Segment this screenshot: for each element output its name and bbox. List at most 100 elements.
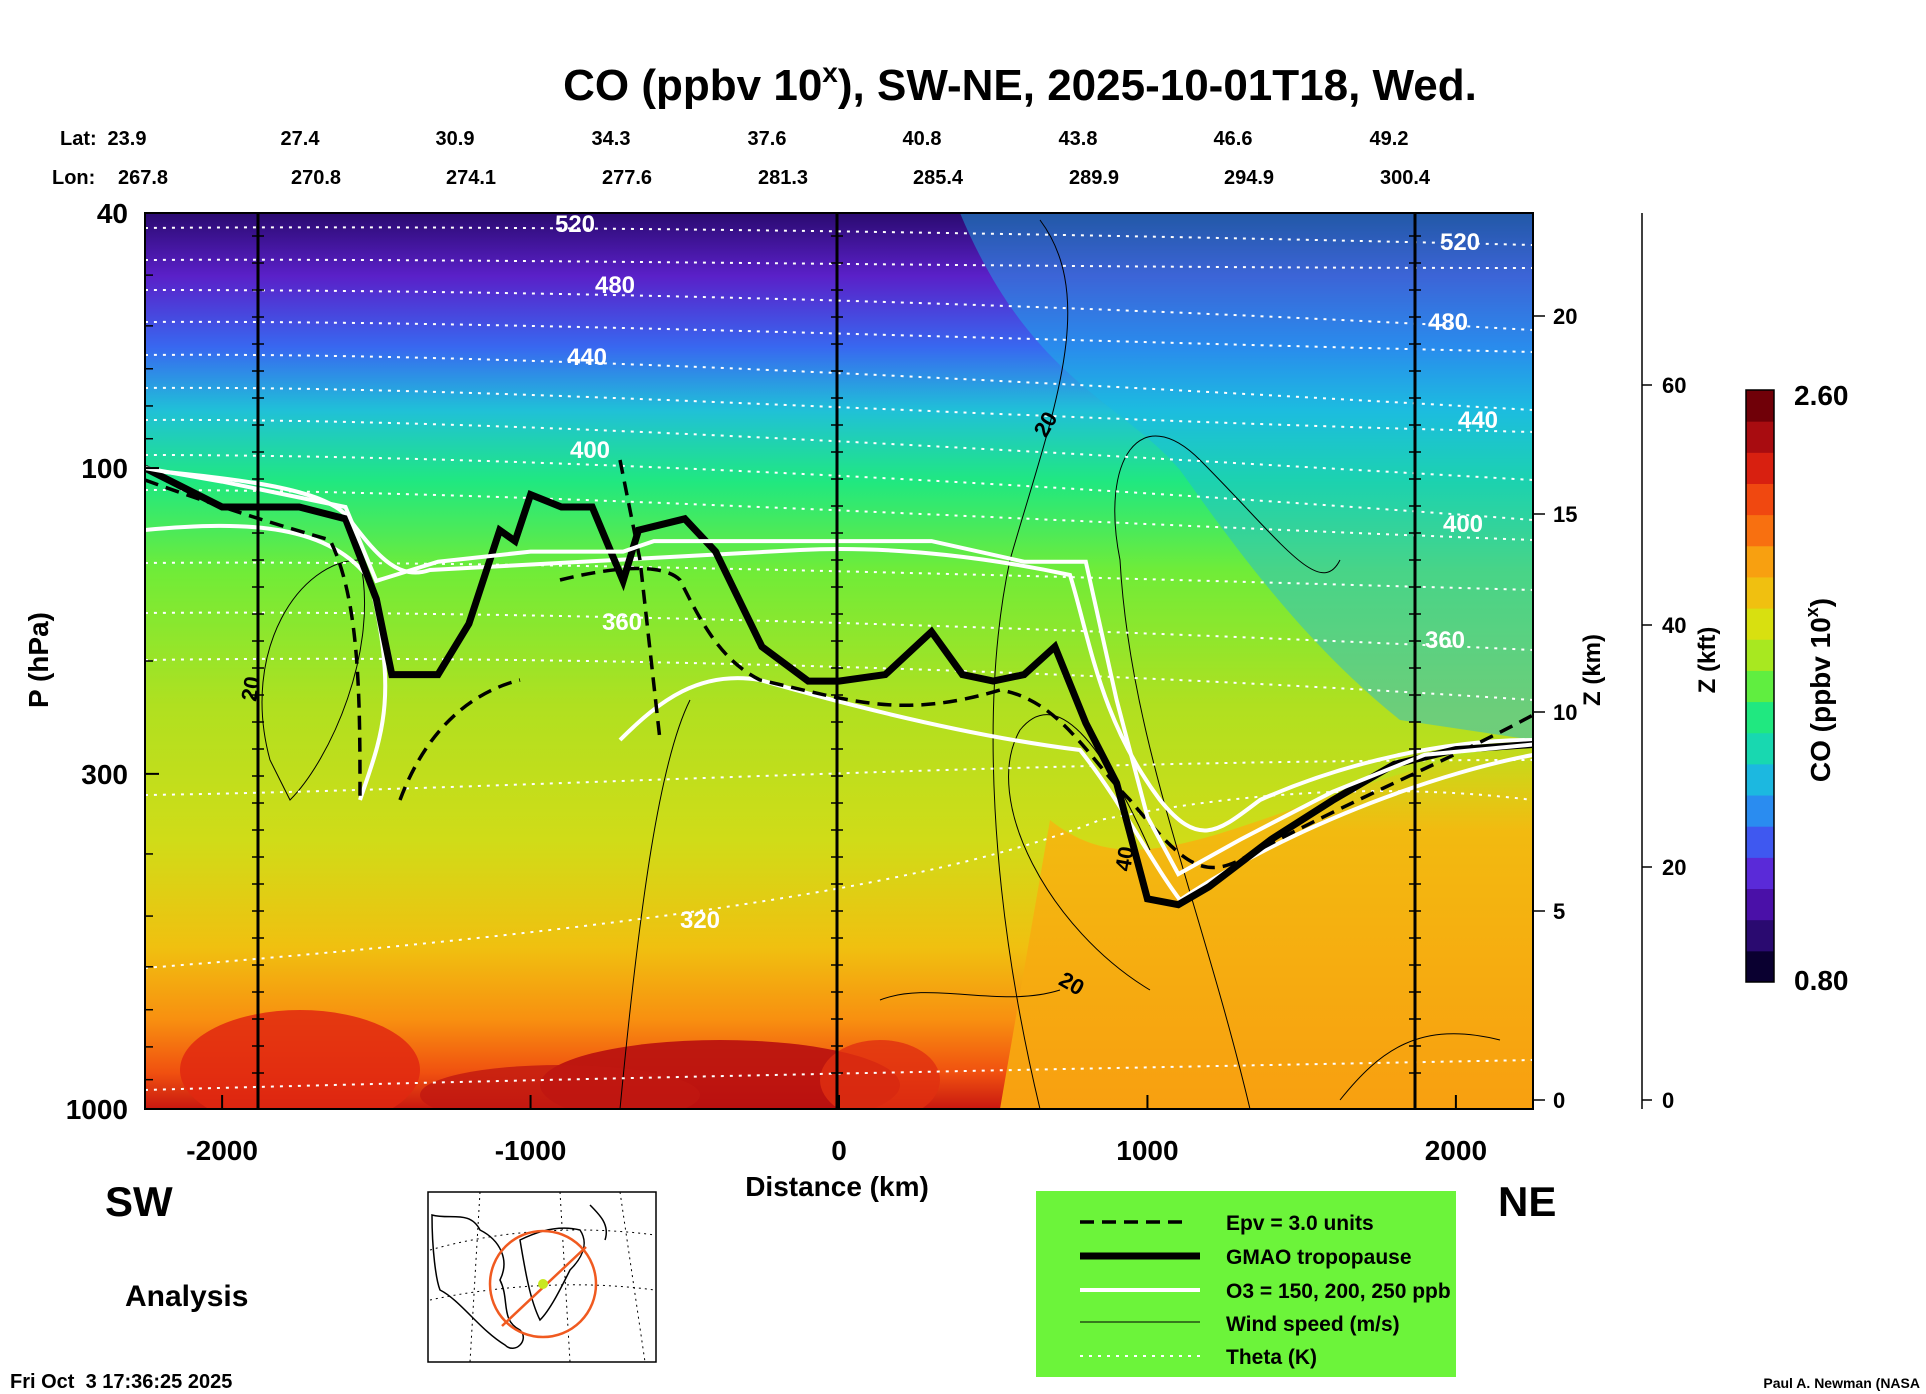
- colorbar-segment: [1746, 763, 1774, 796]
- lon-value: 277.6: [602, 167, 652, 189]
- colorbar-segment: [1746, 452, 1774, 484]
- colorbar-segment: [1746, 639, 1774, 671]
- lat-label: Lat:: [60, 128, 97, 150]
- colorbar-label: CO (ppbv 10x): [1802, 598, 1836, 782]
- distance-tick-label: -2000: [186, 1135, 258, 1166]
- chart-title: CO (ppbv 10x), SW-NE, 2025-10-01T18, Wed…: [563, 57, 1477, 110]
- colorbar-segment: [1746, 857, 1774, 890]
- colorbar-segment: [1746, 701, 1774, 734]
- colorbar-segment: [1746, 950, 1774, 983]
- footer-credit: Paul A. Newman (NASA: [1763, 1375, 1920, 1391]
- z-km-axis-label: Z (km): [1579, 634, 1606, 706]
- theta-labels: 520 480 440 400 360 320 520 480 440 400 360: [555, 211, 1498, 934]
- colorbar-segment: [1746, 390, 1774, 422]
- lat-value: 30.9: [436, 128, 475, 150]
- pressure-tick-label: 1000: [66, 1094, 128, 1125]
- colorbar-segment: [1746, 888, 1774, 921]
- colorbar-segment: [1746, 608, 1774, 640]
- lat-value: 34.3: [592, 128, 631, 150]
- theta-contour-label: 480: [1428, 309, 1468, 336]
- theta-contour-label: 400: [1443, 511, 1483, 538]
- theta-contour-label: 320: [680, 907, 720, 934]
- sw-label: SW: [105, 1178, 173, 1225]
- lat-value: 43.8: [1059, 128, 1098, 150]
- z-kft-tick-label: 0: [1662, 1088, 1674, 1113]
- lon-value: 267.8: [118, 167, 168, 189]
- z-km-tick-label: 5: [1553, 899, 1565, 924]
- footer-timestamp: Fri Oct 3 17:36:25 2025: [10, 1371, 232, 1393]
- wind-contour-label: 40: [1110, 844, 1139, 872]
- colorbar-min: 0.80: [1794, 965, 1849, 996]
- co-field: [145, 213, 1533, 1109]
- legend-o3-label: O3 = 150, 200, 250 ppb: [1226, 1280, 1451, 1303]
- z-kft-tick-label: 60: [1662, 373, 1686, 398]
- theta-contour-label: 480: [595, 272, 635, 299]
- wind-contour-label: 20: [236, 674, 265, 702]
- colorbar-segment: [1746, 576, 1774, 609]
- pressure-tick-label: 300: [81, 759, 128, 790]
- colorbar-segment: [1746, 826, 1774, 858]
- lon-value: 281.3: [758, 167, 808, 189]
- lat-value: 46.6: [1214, 128, 1253, 150]
- pressure-tick-label: 40: [97, 198, 128, 229]
- lat-value: 49.2: [1370, 128, 1409, 150]
- colorbar-segment: [1746, 795, 1774, 827]
- z-km-axis: 0 5 10 15 20: [1533, 304, 1577, 1113]
- colorbar-max: 2.60: [1794, 380, 1849, 411]
- z-km-tick-label: 0: [1553, 1088, 1565, 1113]
- epv-contours: [145, 459, 1533, 870]
- legend-theta-label: Theta (K): [1226, 1346, 1317, 1369]
- legend-epv-label: Epv = 3.0 units: [1226, 1212, 1374, 1235]
- inset-map: [427, 1191, 657, 1363]
- theta-contour-label: 520: [555, 211, 595, 238]
- gmao-tropopause-line: [145, 464, 1533, 909]
- theta-contour-label: 360: [602, 609, 642, 636]
- distance-tick-label: 0: [831, 1135, 847, 1166]
- lat-value: 27.4: [281, 128, 321, 150]
- z-km-tick-label: 20: [1553, 304, 1577, 329]
- lon-value: 274.1: [446, 167, 496, 189]
- z-kft-axis: 0 20 40 60: [1642, 373, 1686, 1113]
- colorbar-segment: [1746, 919, 1774, 952]
- z-km-tick-label: 15: [1553, 502, 1577, 527]
- analysis-label: Analysis: [125, 1280, 248, 1313]
- lat-value: 37.6: [748, 128, 787, 150]
- colorbar-segment: [1746, 670, 1774, 703]
- distance-tick-label: 1000: [1116, 1135, 1178, 1166]
- theta-contour-label: 400: [570, 437, 610, 464]
- legend-wind-label: Wind speed (m/s): [1226, 1313, 1400, 1336]
- colorbar-segment: [1746, 421, 1774, 453]
- legend-tropopause-label: GMAO tropopause: [1226, 1246, 1412, 1269]
- colorbar-segment: [1746, 732, 1774, 765]
- lon-value: 300.4: [1380, 167, 1431, 189]
- lon-value: 289.9: [1069, 167, 1119, 189]
- ne-label: NE: [1498, 1178, 1556, 1225]
- colorbar: 2.60 0.80 CO (ppbv 10x): [1745, 380, 1849, 996]
- pressure-axis-label: P (hPa): [23, 612, 54, 708]
- lat-value-row: 23.9 27.4 30.9 34.3 37.6 40.8 43.8 46.6 49.2: [108, 128, 1409, 150]
- colorbar-segment: [1746, 483, 1774, 516]
- distance-tick-label: -1000: [495, 1135, 567, 1166]
- lon-value: 294.9: [1224, 167, 1274, 189]
- theta-contour-label: 440: [1458, 407, 1498, 434]
- z-kft-tick-label: 40: [1662, 613, 1686, 638]
- distance-tick-label: 2000: [1425, 1135, 1487, 1166]
- lat-value: 23.9: [108, 128, 147, 150]
- z-kft-tick-label: 20: [1662, 855, 1686, 880]
- distance-axis-label: Distance (km): [745, 1171, 929, 1202]
- lon-value: 285.4: [913, 167, 964, 189]
- lat-value: 40.8: [903, 128, 942, 150]
- legend: Epv = 3.0 units GMAO tropopause O3 = 150…: [1036, 1191, 1456, 1377]
- pressure-axis: 40 100 300 1000: [66, 198, 159, 1125]
- theta-contour-label: 440: [567, 344, 607, 371]
- z-kft-axis-label: Z (kft): [1694, 627, 1721, 694]
- lon-label: Lon:: [52, 167, 95, 189]
- theta-contour-label: 360: [1425, 627, 1465, 654]
- distance-axis: -2000 -1000 0 1000 2000: [186, 1095, 1487, 1166]
- z-km-tick-label: 10: [1553, 700, 1577, 725]
- o3-150-line: [145, 466, 1533, 877]
- theta-contour-label: 520: [1440, 229, 1480, 256]
- pressure-tick-label: 100: [81, 453, 128, 484]
- lon-value: 270.8: [291, 167, 341, 189]
